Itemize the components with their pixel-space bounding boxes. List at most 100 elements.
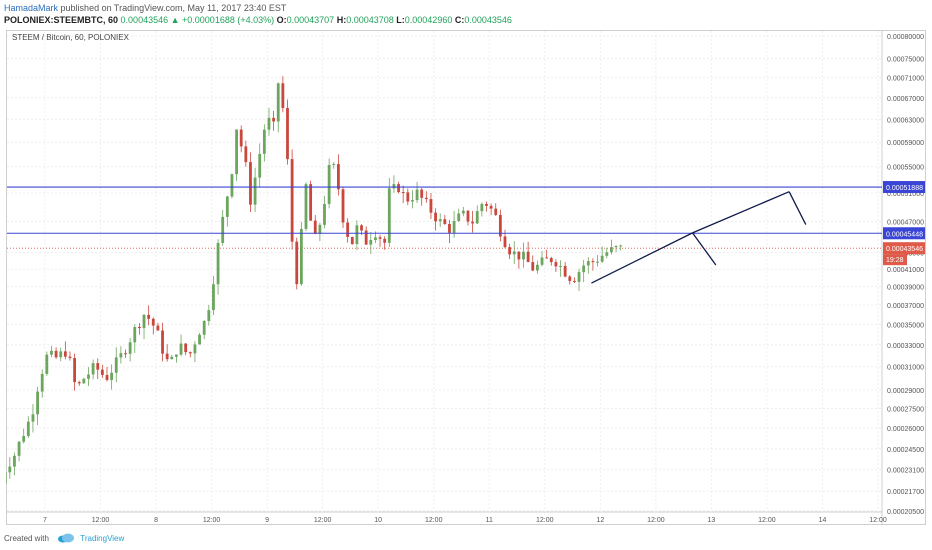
candle-body [554, 262, 558, 267]
candle-body [336, 164, 340, 190]
candle-body [346, 222, 350, 237]
candle-body [77, 382, 81, 384]
candle-body [73, 358, 77, 383]
level-price-tag [883, 227, 925, 240]
candle-body [8, 466, 12, 473]
candle-body [184, 343, 188, 353]
plot-frame [6, 30, 926, 525]
y-tick-label: 0.00031000 [887, 365, 924, 372]
candle-body [522, 251, 525, 260]
candle-body [323, 203, 326, 225]
candle-body [225, 196, 229, 217]
candle-body [156, 325, 160, 331]
trend-line[interactable] [692, 191, 790, 234]
candle-body [327, 165, 331, 204]
candle-body [272, 117, 276, 122]
x-tick-label: 8 [154, 517, 158, 524]
candle-body [258, 153, 262, 178]
candle-body [82, 378, 86, 384]
candle-body [170, 356, 174, 360]
candle-body [26, 421, 30, 437]
candle-body [188, 352, 192, 354]
x-tick-label: 12 [596, 517, 604, 524]
candle-body [304, 184, 308, 229]
publish-info: published on TradingView.com, May 11, 20… [60, 3, 287, 13]
tradingview-brand-link[interactable]: TradingView [80, 534, 125, 544]
candle-body [415, 189, 419, 201]
candle-body [165, 353, 169, 360]
candle-body [600, 255, 604, 262]
candle-body [452, 221, 456, 233]
author-link[interactable]: HamadaMark [4, 3, 59, 13]
candle-body [253, 177, 257, 205]
candle-body [45, 354, 49, 374]
level-price-tag [883, 181, 925, 194]
candle-body [36, 391, 39, 415]
candle-body [573, 280, 576, 282]
candle-body [124, 353, 127, 355]
y-tick-label: 0.00021700 [887, 489, 924, 496]
candle-body [614, 246, 618, 248]
candle-body [313, 220, 317, 234]
x-tick-label: 12:00 [203, 517, 221, 524]
symbol-label: POLONIEX:STEEMBTC, 60 [4, 15, 119, 25]
candle-body [100, 369, 104, 375]
y-tick-label: 0.00080000 [887, 34, 924, 41]
candle-body [221, 216, 225, 243]
candle-body [383, 238, 387, 243]
candle-body [448, 223, 451, 233]
candle-body [161, 330, 164, 354]
candle-body [434, 212, 437, 222]
y-tick-label: 0.00023100 [887, 467, 924, 474]
tradingview-cloud-icon [57, 533, 75, 545]
candle-body [267, 117, 271, 130]
candle-body [295, 241, 299, 285]
candle-body [466, 210, 470, 222]
candle-body [438, 219, 442, 222]
y-tick-label: 0.00075000 [887, 57, 924, 64]
candle-body [119, 353, 123, 358]
trend-line[interactable] [788, 191, 807, 225]
candle-body [59, 351, 63, 358]
y-tick-label: 0.00024500 [887, 447, 924, 454]
candle-body [545, 257, 549, 259]
x-tick-label: 12:00 [536, 517, 554, 524]
candle-body [355, 225, 359, 245]
y-tick-label: 0.00051000 [887, 191, 924, 198]
candle-body [401, 192, 405, 194]
candle-body [50, 350, 53, 355]
y-tick-label: 0.00026000 [887, 426, 924, 433]
candle-body [175, 354, 178, 357]
candle-body [563, 266, 567, 277]
candle-body [374, 237, 377, 241]
candle-body [202, 321, 206, 335]
candle-body [461, 210, 465, 214]
low-label: L: [396, 15, 405, 25]
trend-line[interactable] [691, 232, 717, 266]
candlestick-chart[interactable]: 0.00080000 0.00075000 0.00071000 0.00067000… [6, 30, 926, 525]
last-price: 0.00043546 [120, 15, 169, 25]
level-price-label: 0.00051888 [886, 185, 923, 192]
candle-body [40, 373, 44, 392]
y-tick-label: 0.00071000 [887, 76, 924, 83]
candle-body [198, 334, 201, 345]
candle-body [605, 252, 609, 256]
trend-line[interactable] [591, 232, 693, 284]
candle-body [63, 351, 67, 357]
candle-body [128, 342, 132, 354]
candle-body [406, 192, 410, 202]
candle-body [577, 272, 581, 282]
created-with-label: Created with [4, 534, 49, 544]
candle-body [411, 200, 414, 202]
candle-body [105, 374, 109, 381]
candle-body [207, 310, 211, 322]
candle-body [137, 326, 141, 329]
candle-body [549, 258, 553, 263]
price-change: ▲ +0.00001688 (+4.03%) [170, 15, 275, 25]
candle-body [457, 213, 461, 222]
x-tick-label: 12:00 [314, 517, 332, 524]
current-price-label: 0.00043546 [886, 246, 923, 253]
candle-body [517, 251, 521, 260]
chart-area[interactable]: 0.00080000 0.00075000 0.00071000 0.00067000… [6, 30, 926, 525]
candle-body [360, 225, 363, 231]
